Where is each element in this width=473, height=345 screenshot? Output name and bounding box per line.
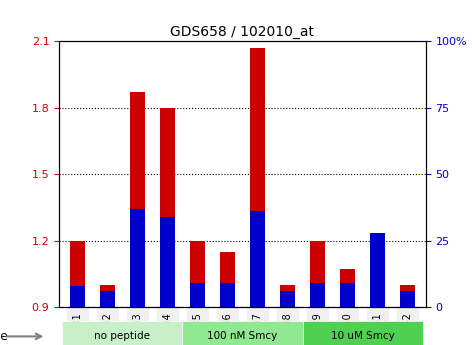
Bar bbox=[310, 283, 325, 307]
Bar bbox=[130, 92, 145, 307]
Bar bbox=[280, 291, 295, 307]
Bar bbox=[130, 209, 145, 307]
Text: 100 nM Smcy: 100 nM Smcy bbox=[207, 332, 278, 341]
FancyBboxPatch shape bbox=[62, 321, 182, 345]
Text: no peptide: no peptide bbox=[94, 332, 150, 341]
Bar bbox=[340, 269, 355, 307]
Bar bbox=[400, 285, 415, 307]
Bar bbox=[70, 241, 85, 307]
Text: 10 uM Smcy: 10 uM Smcy bbox=[331, 332, 394, 341]
Bar bbox=[190, 283, 205, 307]
Bar bbox=[280, 285, 295, 307]
Bar bbox=[160, 217, 175, 307]
Bar bbox=[220, 252, 235, 307]
Text: dose: dose bbox=[0, 330, 8, 343]
Bar bbox=[70, 286, 85, 307]
Title: GDS658 / 102010_at: GDS658 / 102010_at bbox=[170, 25, 315, 39]
Bar bbox=[220, 283, 235, 307]
Bar bbox=[100, 291, 115, 307]
Bar bbox=[400, 291, 415, 307]
FancyBboxPatch shape bbox=[182, 321, 303, 345]
Bar bbox=[190, 241, 205, 307]
Bar bbox=[160, 108, 175, 307]
Bar bbox=[340, 283, 355, 307]
FancyBboxPatch shape bbox=[303, 321, 423, 345]
Bar bbox=[250, 48, 265, 307]
Bar bbox=[370, 233, 385, 307]
Bar bbox=[310, 241, 325, 307]
Bar bbox=[370, 241, 385, 307]
Bar bbox=[100, 285, 115, 307]
Bar bbox=[250, 211, 265, 307]
